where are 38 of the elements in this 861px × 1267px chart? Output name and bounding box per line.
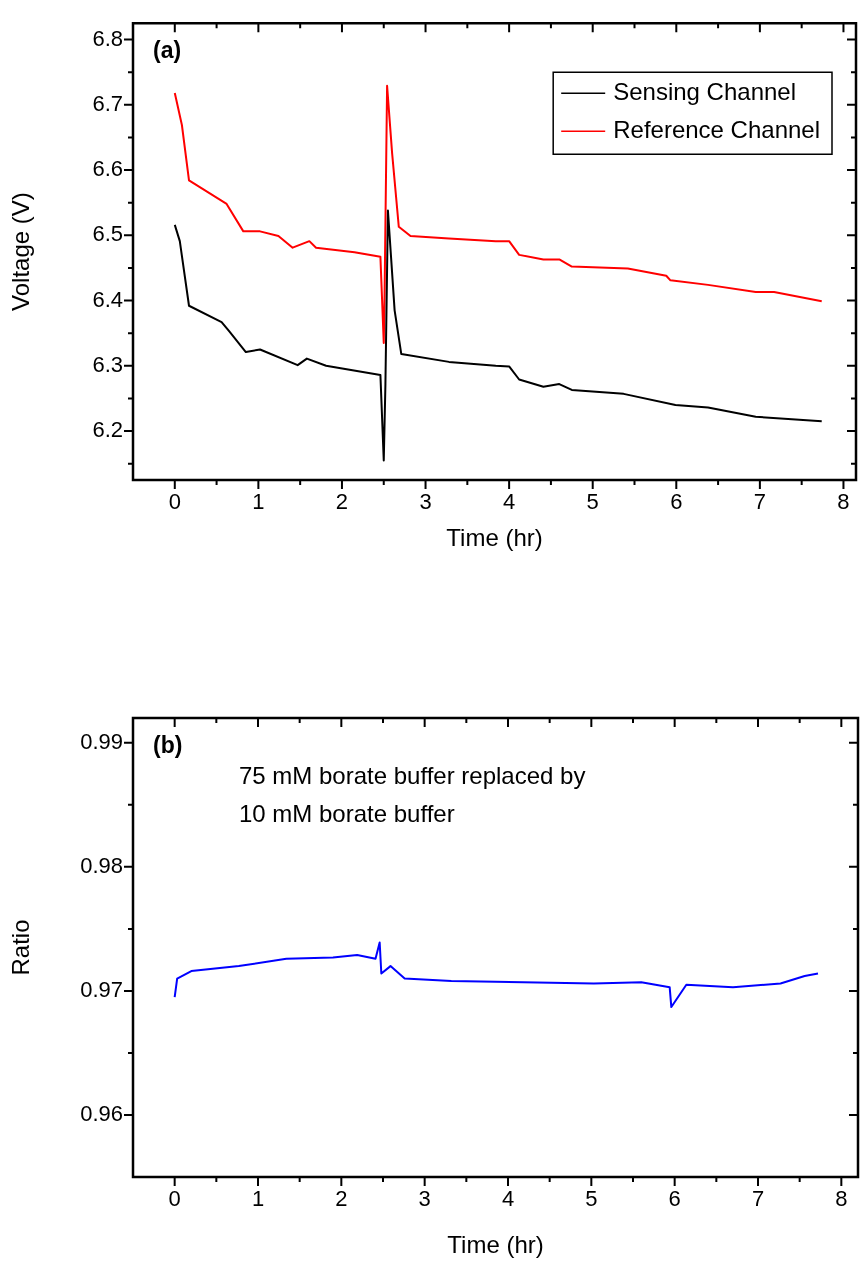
annotation: (a) (153, 37, 182, 64)
x-tick-label: 4 (501, 1186, 515, 1212)
x-tick-label: 6 (668, 1186, 681, 1212)
annotation: 75 mM borate buffer replaced by 10 mM borate buffer (239, 762, 586, 827)
y-axis-title: Ratio (7, 919, 35, 976)
annotation: (b) (153, 732, 183, 758)
y-tick-label: 0.96 (80, 1101, 123, 1127)
x-tick-label: 3 (419, 489, 432, 515)
y-tick-label: 6.2 (92, 417, 123, 443)
x-tick-label: 2 (335, 489, 349, 515)
x-tick-label: 0 (168, 489, 181, 515)
x-axis-title: Time (hr) (447, 1231, 544, 1259)
x-tick-label: 6 (670, 489, 683, 515)
x-tick-label: 1 (251, 1186, 265, 1212)
legend-label: Reference Channel (613, 115, 821, 143)
x-tick-label: 1 (252, 489, 265, 515)
y-tick-label: 0.97 (80, 976, 123, 1002)
x-tick-label: 4 (503, 489, 516, 515)
x-tick-label: 7 (751, 1186, 765, 1212)
legend-label: Sensing Channel (613, 77, 797, 105)
y-tick-label: 0.98 (80, 852, 123, 878)
x-tick-label: 8 (837, 489, 850, 515)
x-tick-label: 8 (835, 1186, 848, 1212)
y-tick-label: 6.4 (92, 286, 123, 312)
x-tick-label: 0 (168, 1186, 181, 1212)
x-tick-label: 7 (753, 489, 766, 515)
x-axis-title: Time (hr) (446, 524, 543, 552)
y-tick-label: 0.99 (80, 728, 123, 754)
x-tick-label: 5 (585, 1186, 598, 1212)
y-tick-label: 6.6 (92, 156, 123, 182)
x-tick-label: 5 (586, 489, 599, 515)
x-tick-label: 3 (418, 1186, 431, 1212)
y-tick-label: 6.3 (92, 351, 123, 377)
y-tick-label: 6.5 (92, 221, 123, 247)
y-tick-label: 6.7 (92, 90, 123, 116)
x-tick-label: 2 (335, 1186, 348, 1212)
y-axis-title: Voltage (V) (7, 192, 35, 311)
y-tick-label: 6.8 (92, 25, 123, 51)
